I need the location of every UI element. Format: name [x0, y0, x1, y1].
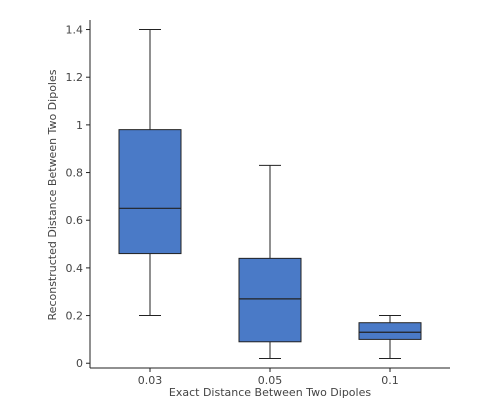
x-tick-label: 0.1	[381, 374, 399, 387]
box-0.03	[118, 29, 182, 317]
y-tick-label: 1	[76, 119, 83, 132]
x-axis-title: Exact Distance Between Two Dipoles	[169, 386, 371, 399]
x-tick-label: 0.03	[138, 374, 163, 387]
iqr-box	[238, 257, 302, 343]
y-tick-label: 0.4	[66, 262, 84, 275]
plot-area	[118, 29, 422, 359]
y-tick-label: 0.6	[66, 214, 84, 227]
box-0.05	[238, 164, 302, 359]
axes: 0 0.2 0.4 0.6 0.8 1 1.2 1.4 0.03 0.05 0.1	[66, 20, 450, 387]
y-tick-label: 0	[76, 357, 83, 370]
y-tick-label: 1.2	[66, 71, 84, 84]
iqr-box	[358, 322, 422, 340]
x-tick-label: 0.05	[258, 374, 283, 387]
y-tick-label: 1.4	[66, 24, 84, 37]
y-axis-title: Reconstructed Distance Between Two Dipol…	[46, 69, 59, 320]
iqr-box	[118, 129, 182, 255]
box-0.1	[358, 315, 422, 359]
y-tick-label: 0.8	[66, 167, 84, 180]
y-tick-label: 0.2	[66, 310, 84, 323]
